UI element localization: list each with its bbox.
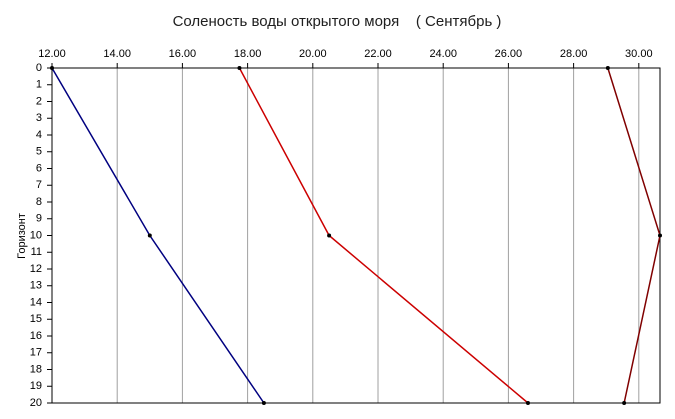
- x-tick-label: 30.00: [625, 48, 653, 60]
- x-tick-label: 14.00: [103, 48, 131, 60]
- y-tick-label: 19: [30, 380, 42, 392]
- data-point: [525, 401, 530, 405]
- y-tick-label: 16: [30, 330, 42, 342]
- x-tick-label: 12.00: [38, 48, 66, 60]
- y-tick-label: 1: [36, 79, 42, 91]
- y-tick-label: 0: [36, 62, 42, 74]
- y-tick-label: 20: [30, 397, 42, 409]
- y-tick-label: 11: [31, 246, 42, 258]
- data-point: [237, 66, 242, 70]
- data-point: [622, 401, 627, 405]
- data-point: [261, 401, 266, 405]
- y-tick-label: 7: [36, 179, 42, 191]
- y-tick-label: 10: [30, 229, 42, 241]
- data-point: [147, 233, 152, 238]
- y-tick-label: 6: [36, 162, 42, 174]
- data-point: [605, 66, 610, 70]
- x-tick-label: 22.00: [364, 48, 392, 60]
- y-axis-label: Горизонт: [16, 213, 28, 259]
- data-point: [50, 66, 54, 70]
- data-point: [327, 233, 332, 238]
- y-tick-label: 13: [30, 280, 42, 292]
- x-tick-label: 24.00: [429, 48, 457, 60]
- y-tick-label: 8: [36, 196, 42, 208]
- y-tick-label: 4: [36, 129, 42, 141]
- y-tick-label: 12: [30, 263, 42, 275]
- y-tick-label: 18: [30, 363, 42, 375]
- y-tick-label: 15: [30, 313, 42, 325]
- y-tick-label: 5: [36, 146, 42, 158]
- x-tick-label: 20.00: [299, 48, 327, 60]
- x-tick-label: 18.00: [234, 48, 262, 60]
- y-tick-label: 3: [36, 112, 42, 124]
- x-tick-label: 28.00: [560, 48, 588, 60]
- y-tick-label: 9: [36, 213, 42, 225]
- y-tick-label: 2: [36, 95, 42, 107]
- chart-title: Соленость воды открытого моря ( Сентябрь…: [173, 13, 502, 30]
- y-tick-label: 17: [30, 347, 42, 359]
- y-tick-label: 14: [30, 296, 42, 308]
- x-tick-label: 16.00: [169, 48, 197, 60]
- x-tick-label: 26.00: [495, 48, 523, 60]
- data-point: [658, 233, 662, 238]
